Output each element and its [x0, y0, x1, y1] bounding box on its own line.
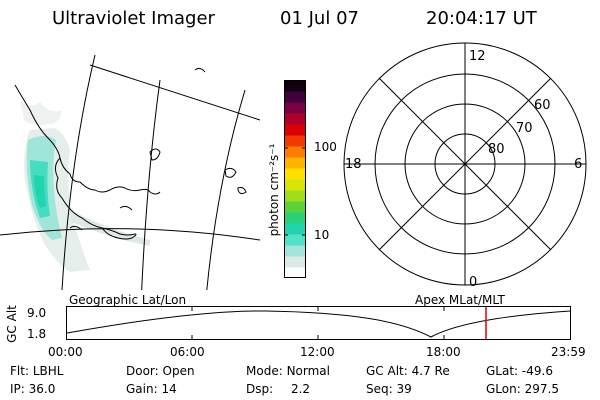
footer-gcalt-label: GC Alt:	[366, 364, 408, 378]
footer-door-label: Door:	[126, 364, 159, 378]
timeline-ylabel: GC Alt	[5, 305, 19, 343]
footer-seq: Seq: 39	[366, 382, 412, 396]
instrument-title: Ultraviolet Imager	[52, 8, 215, 29]
colorbar-band	[284, 234, 306, 246]
colorbar-band	[284, 212, 306, 224]
footer-glat-value: -49.6	[521, 364, 553, 378]
footer-glat-label: GLat:	[486, 364, 519, 378]
colorbar-band	[284, 256, 306, 268]
polar-ring-80: 80	[488, 142, 505, 157]
footer-door-value: Open	[162, 364, 195, 378]
footer-flt-value: LBHL	[32, 364, 64, 378]
footer-mode: Mode: Normal	[246, 364, 330, 378]
polar-ring-70: 70	[516, 121, 533, 136]
time-label: 20:04:17 UT	[426, 8, 537, 29]
polar-label-right: 6	[574, 157, 582, 172]
footer-dsp: Dsp: 2.2	[246, 382, 310, 396]
date-label: 01 Jul 07	[280, 8, 359, 29]
footer-ip-value: 36.0	[28, 382, 56, 396]
polar-plot: 12 0 18 6 60 70 80	[343, 42, 587, 290]
timeline-xtick-0000: 00:00	[48, 345, 83, 359]
polar-label-bottom: 0	[469, 275, 477, 290]
footer-seq-value: 39	[396, 382, 412, 396]
footer-glon-label: GLon:	[486, 382, 521, 396]
footer-gain-value: 14	[161, 382, 177, 396]
footer-glat: GLat: -49.6	[486, 364, 553, 378]
timeline-ytick-low: 1.8	[27, 327, 47, 341]
colorbar-band	[284, 168, 306, 180]
colorbar-tick-100: 100	[314, 140, 337, 154]
altitude-timeline	[66, 306, 571, 340]
colorbar-band	[284, 190, 306, 202]
colorbar-band	[284, 91, 306, 103]
colorbar-band	[284, 223, 306, 235]
timeline-ytick-high: 9.0	[27, 306, 47, 320]
colorbar-band	[284, 80, 306, 92]
footer-mode-value: Normal	[286, 364, 330, 378]
timeline-xtick-0600: 06:00	[170, 345, 205, 359]
uv-emission-region	[20, 100, 150, 272]
timeline-xtick-2359: 23:59	[551, 345, 586, 359]
timeline-xtick-1800: 18:00	[426, 345, 461, 359]
footer-flt-label: Flt:	[10, 364, 29, 378]
colorbar-band	[284, 146, 306, 158]
footer-flt: Flt: LBHL	[10, 364, 63, 378]
map-projection-label: Geographic Lat/Lon	[69, 293, 187, 307]
colorbar-band	[284, 245, 306, 257]
polar-label-left: 18	[345, 157, 362, 172]
footer-gain: Gain: 14	[126, 382, 177, 396]
footer-ip: IP: 36.0	[10, 382, 55, 396]
colorbar-band	[284, 201, 306, 213]
footer-gain-label: Gain:	[126, 382, 158, 396]
polar-ring-60: 60	[534, 98, 551, 113]
footer-door: Door: Open	[126, 364, 195, 378]
footer-glon: GLon: 297.5	[486, 382, 559, 396]
colorbar-tick-10: 10	[314, 228, 330, 242]
colorbar-band	[284, 102, 306, 114]
footer-dsp-label: Dsp:	[246, 382, 274, 396]
colorbar-band	[284, 179, 306, 191]
footer-gcalt: GC Alt: 4.7 Re	[366, 364, 450, 378]
colorbar-band	[284, 113, 306, 125]
footer-ip-label: IP:	[10, 382, 25, 396]
footer-mode-label: Mode:	[246, 364, 283, 378]
colorbar	[284, 80, 306, 278]
footer-dsp-value: 2.2	[290, 382, 311, 396]
lat-lon-grid	[0, 54, 260, 290]
footer-seq-label: Seq:	[366, 382, 393, 396]
coastline	[14, 67, 247, 240]
footer-glon-value: 297.5	[524, 382, 559, 396]
colorbar-band	[284, 157, 306, 169]
colorbar-band	[284, 124, 306, 136]
geographic-map	[0, 54, 260, 290]
colorbar-band	[284, 267, 306, 278]
polar-label-top: 12	[469, 49, 486, 64]
timeline-xtick-1200: 12:00	[300, 345, 335, 359]
footer-gcalt-value: 4.7 Re	[411, 364, 450, 378]
colorbar-unit-label: photon cm⁻²s⁻¹	[267, 143, 281, 237]
colorbar-band	[284, 135, 306, 147]
polar-projection-label: Apex MLat/MLT	[415, 293, 505, 307]
